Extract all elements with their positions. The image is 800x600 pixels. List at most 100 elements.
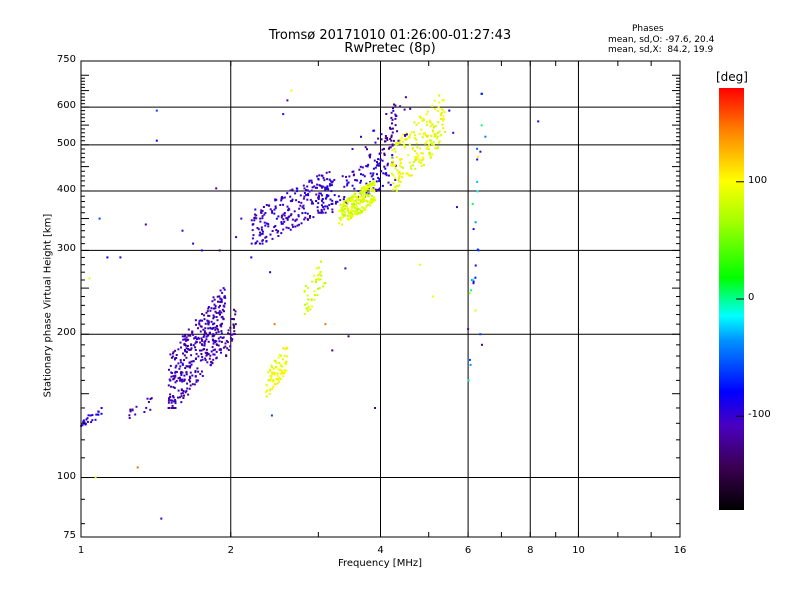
data-point bbox=[135, 405, 138, 408]
data-point bbox=[205, 338, 208, 341]
data-point bbox=[177, 389, 180, 392]
data-point bbox=[395, 184, 398, 187]
data-point bbox=[304, 216, 307, 219]
data-point bbox=[172, 396, 175, 399]
data-point bbox=[371, 201, 373, 204]
data-point bbox=[301, 206, 304, 209]
data-point bbox=[274, 198, 277, 201]
data-point bbox=[438, 130, 441, 133]
data-point bbox=[201, 375, 204, 377]
data-point bbox=[469, 363, 472, 366]
data-point bbox=[346, 217, 349, 220]
data-point bbox=[273, 208, 276, 211]
data-point bbox=[311, 186, 314, 189]
data-point bbox=[306, 310, 309, 313]
data-point bbox=[439, 134, 442, 137]
data-point bbox=[204, 359, 207, 362]
data-point bbox=[211, 300, 214, 303]
data-point bbox=[279, 372, 282, 375]
data-point bbox=[370, 175, 373, 178]
data-point bbox=[191, 383, 194, 386]
data-point bbox=[339, 199, 342, 202]
data-point bbox=[425, 120, 428, 123]
data-point bbox=[270, 377, 272, 380]
data-point bbox=[329, 183, 331, 186]
data-point bbox=[180, 371, 183, 374]
data-point bbox=[286, 217, 289, 220]
data-point bbox=[281, 222, 284, 225]
data-point bbox=[271, 366, 273, 369]
data-point bbox=[360, 135, 362, 138]
data-point bbox=[387, 174, 390, 177]
data-point bbox=[440, 114, 443, 117]
data-point bbox=[289, 228, 292, 231]
data-point bbox=[194, 342, 197, 345]
data-point bbox=[429, 125, 432, 128]
data-point bbox=[199, 373, 202, 376]
data-point bbox=[325, 194, 328, 197]
data-point bbox=[360, 210, 363, 213]
data-point bbox=[265, 222, 268, 225]
data-point bbox=[258, 242, 261, 245]
data-point bbox=[394, 124, 397, 127]
data-point bbox=[283, 214, 286, 217]
data-point bbox=[224, 302, 226, 305]
data-point bbox=[343, 207, 346, 210]
data-point bbox=[174, 399, 177, 401]
data-point bbox=[222, 346, 225, 349]
data-point bbox=[278, 376, 281, 379]
data-point bbox=[377, 158, 380, 161]
data-point bbox=[358, 202, 360, 205]
data-point bbox=[250, 256, 253, 259]
data-point bbox=[429, 142, 432, 145]
data-point bbox=[354, 199, 357, 202]
data-point bbox=[318, 192, 321, 195]
data-point bbox=[224, 342, 227, 345]
data-point bbox=[220, 330, 223, 333]
data-point bbox=[411, 147, 414, 149]
data-point bbox=[363, 199, 366, 202]
data-point bbox=[391, 163, 394, 166]
data-point bbox=[306, 212, 309, 215]
data-point bbox=[185, 336, 188, 339]
x-tick-label: 2 bbox=[227, 545, 234, 556]
data-point bbox=[434, 135, 437, 138]
data-point bbox=[224, 345, 227, 348]
data-point bbox=[374, 188, 377, 191]
data-point bbox=[361, 199, 364, 202]
data-point bbox=[172, 407, 175, 409]
y-axis-label: Stationary phase Virtual Height [km] bbox=[42, 213, 54, 398]
data-point bbox=[226, 341, 229, 344]
data-point bbox=[254, 242, 257, 245]
data-point bbox=[316, 294, 319, 297]
data-point bbox=[182, 338, 185, 341]
data-point bbox=[414, 159, 417, 161]
data-point bbox=[413, 131, 415, 134]
data-point bbox=[217, 344, 220, 347]
data-point bbox=[363, 195, 366, 198]
data-point bbox=[340, 208, 343, 211]
data-point bbox=[274, 360, 277, 363]
data-point bbox=[311, 181, 313, 184]
data-point bbox=[352, 194, 355, 197]
data-point bbox=[180, 389, 183, 392]
data-point bbox=[189, 334, 192, 337]
data-point bbox=[349, 211, 352, 214]
data-point bbox=[283, 369, 286, 372]
data-point bbox=[318, 278, 321, 281]
data-point bbox=[349, 214, 351, 217]
data-point bbox=[437, 109, 439, 112]
data-point bbox=[286, 192, 289, 195]
data-point bbox=[261, 215, 264, 218]
data-point bbox=[223, 295, 226, 298]
data-point bbox=[394, 117, 397, 120]
data-point bbox=[438, 101, 441, 104]
data-point bbox=[368, 193, 371, 196]
data-point bbox=[371, 195, 374, 198]
data-point bbox=[185, 339, 188, 342]
data-point bbox=[323, 179, 326, 182]
data-point bbox=[476, 190, 479, 193]
data-point bbox=[369, 172, 372, 175]
data-point bbox=[410, 174, 413, 177]
